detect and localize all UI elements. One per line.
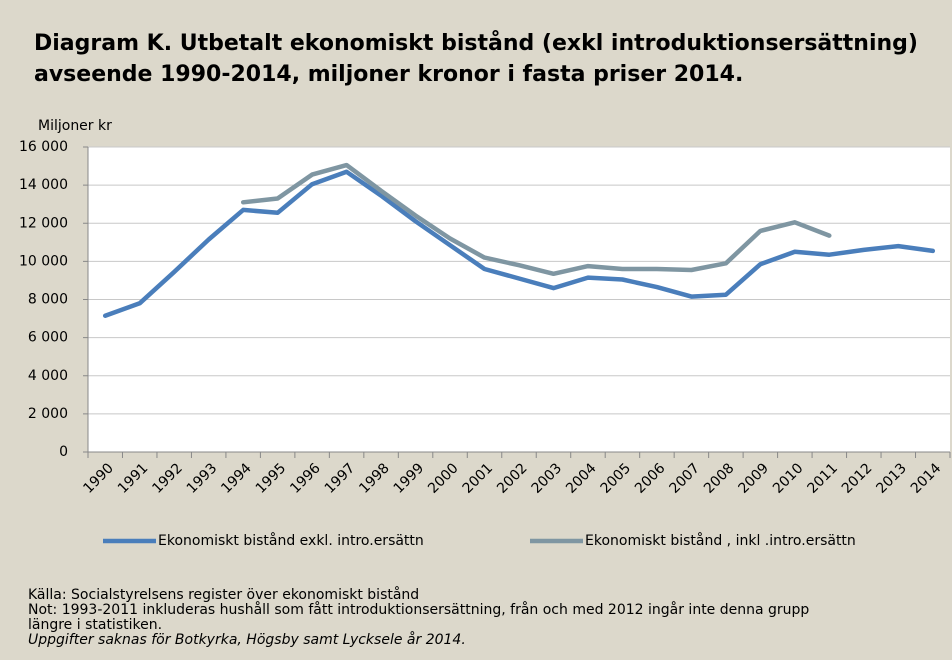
x-tick-label: 1999 <box>391 460 428 497</box>
x-tick-label: 2005 <box>598 460 635 497</box>
x-tick-label: 2012 <box>839 460 876 497</box>
y-tick-label: 12 000 <box>19 215 68 231</box>
x-tick-label: 2009 <box>736 460 773 497</box>
x-tick-label: 2004 <box>563 460 600 497</box>
series-line <box>240 162 832 277</box>
x-tick-label: 2000 <box>425 460 462 497</box>
y-tick-label: 14 000 <box>19 177 68 193</box>
legend-label: Ekonomiskt bistånd , inkl .intro.ersättn <box>585 532 856 549</box>
y-tick-label: 6 000 <box>28 330 68 346</box>
note: Not: 1993-2011 inkluderas hushåll som få… <box>28 602 810 633</box>
y-tick-label: 0 <box>59 444 68 460</box>
y-tick-label: 10 000 <box>19 253 68 269</box>
x-tick-label: 1997 <box>322 460 359 497</box>
x-tick-label: 2001 <box>460 460 497 497</box>
y-axis-label: Miljoner kr <box>38 118 112 134</box>
x-tick-label: 1996 <box>287 460 324 497</box>
x-tick-label: 1995 <box>253 460 290 497</box>
chart-title: Diagram K. Utbetalt ekonomiskt bistånd (… <box>34 31 918 87</box>
source: Källa: Socialstyrelsens register över ek… <box>28 587 420 603</box>
x-tick-label: 2006 <box>632 460 669 497</box>
x-tick-label: 2002 <box>494 460 531 497</box>
y-tick-label: 16 000 <box>19 139 68 155</box>
y-tick-label: 4 000 <box>28 368 68 384</box>
legend-label: Ekonomiskt bistånd exkl. intro.ersättn <box>158 532 424 549</box>
x-tick-label: 1998 <box>356 460 393 497</box>
x-tick-label: 1992 <box>149 460 186 497</box>
x-tick-label: 1993 <box>184 460 221 497</box>
y-tick-label: 8 000 <box>28 292 68 308</box>
x-tick-label: 2008 <box>701 460 738 497</box>
footnote: Uppgifter saknas för Botkyrka, Högsby sa… <box>28 632 466 648</box>
x-tick-label: 2007 <box>667 460 704 497</box>
x-tick-label: 1991 <box>115 460 152 497</box>
x-tick-label: 2003 <box>529 460 566 497</box>
x-tick-label: 2013 <box>873 460 910 497</box>
x-tick-label: 2014 <box>908 460 945 497</box>
y-tick-label: 2 000 <box>28 406 68 422</box>
x-tick-label: 1994 <box>218 460 255 497</box>
x-tick-label: 1990 <box>80 460 117 497</box>
series-line <box>102 169 936 318</box>
x-tick-label: 2010 <box>770 460 807 497</box>
x-tick-label: 2011 <box>804 460 841 497</box>
